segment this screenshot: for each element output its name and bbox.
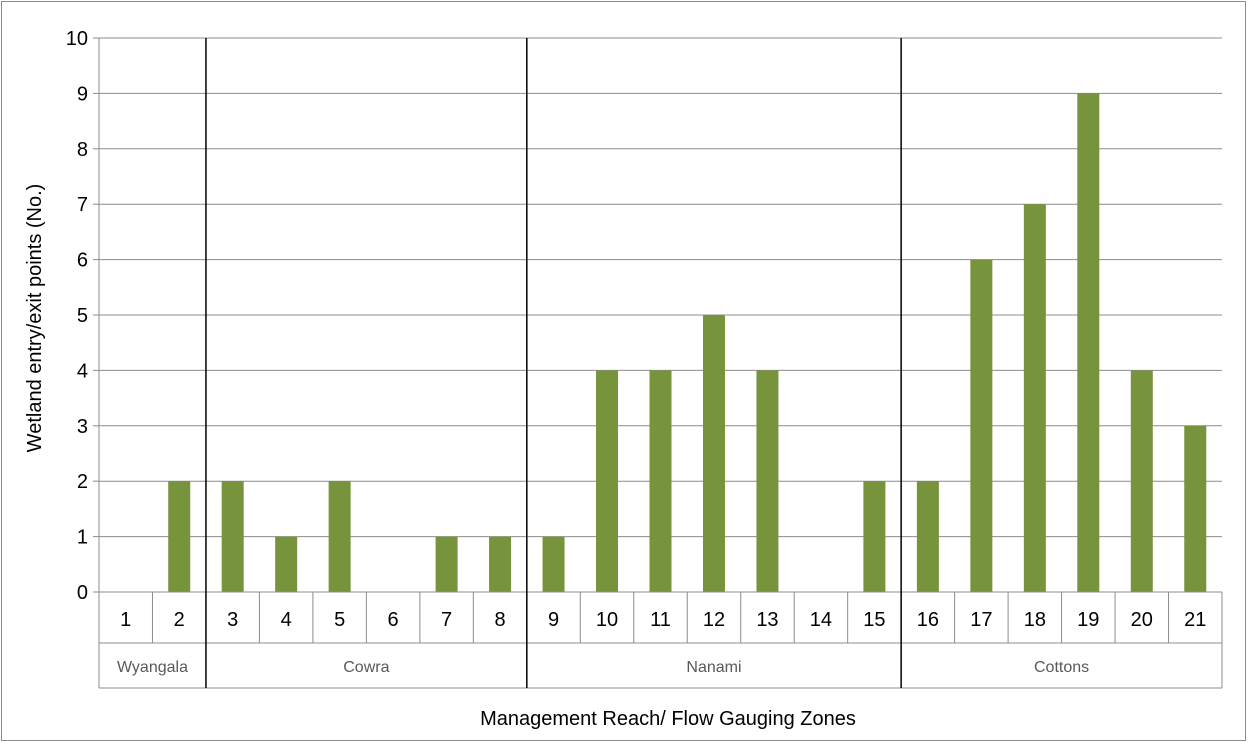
x-tick-label-17: 17: [970, 609, 992, 631]
bar-10: [596, 370, 619, 592]
y-tick-label-8: 8: [77, 139, 88, 161]
x-tick-label-4: 4: [281, 609, 292, 631]
x-tick-label-19: 19: [1077, 609, 1099, 631]
bar-5: [328, 481, 351, 592]
y-tick-label-3: 3: [77, 416, 88, 438]
bar-2: [168, 481, 191, 592]
bar-20: [1130, 370, 1153, 592]
y-tick-label-9: 9: [77, 83, 88, 105]
bar-15: [863, 481, 886, 592]
x-tick-label-16: 16: [917, 609, 939, 631]
bar-18: [1023, 204, 1046, 592]
bar-11: [649, 370, 672, 592]
x-tick-label-10: 10: [596, 609, 618, 631]
group-label-nanami: Nanami: [686, 659, 741, 676]
y-tick-label-7: 7: [77, 194, 88, 216]
bar-12: [702, 315, 725, 592]
group-label-cottons: Cottons: [1034, 659, 1089, 676]
y-axis-title: Wetland entry/exit points (No.): [24, 184, 46, 453]
x-tick-label-13: 13: [756, 609, 778, 631]
bar-21: [1184, 425, 1207, 592]
bar-8: [489, 536, 512, 592]
y-tick-label-1: 1: [77, 527, 88, 549]
x-tick-label-2: 2: [174, 609, 185, 631]
x-tick-label-9: 9: [548, 609, 559, 631]
group-label-cowra: Cowra: [343, 659, 389, 676]
x-tick-label-11: 11: [650, 609, 671, 631]
bar-3: [221, 481, 244, 592]
bar-16: [916, 481, 939, 592]
y-tick-label-2: 2: [77, 471, 88, 493]
axes: [93, 37, 1223, 689]
x-tick-label-1: 1: [120, 609, 131, 631]
group-label-wyangala: Wyangala: [117, 659, 188, 676]
group-labels: Wyangala Cowra Nanami Cottons: [117, 659, 1089, 676]
x-tick-labels: 1 2 3 4 5 6 7 8 9 10 11 12 13 14 15 16 17 18 19 20 21: [120, 609, 1206, 631]
bar-19: [1077, 93, 1100, 593]
x-tick-label-7: 7: [441, 609, 452, 631]
bar-13: [756, 370, 779, 592]
y-tick-label-10: 10: [66, 28, 88, 50]
y-tick-label-4: 4: [77, 360, 88, 382]
bar-4: [275, 536, 298, 592]
y-tick-label-6: 6: [77, 250, 88, 272]
x-tick-label-6: 6: [388, 609, 399, 631]
x-tick-label-12: 12: [703, 609, 725, 631]
y-tick-labels: 0 1 2 3 4 5 6 7 8 9 10: [66, 28, 88, 604]
x-tick-label-15: 15: [863, 609, 885, 631]
x-tick-label-18: 18: [1024, 609, 1046, 631]
bar-7: [435, 536, 458, 592]
x-tick-label-21: 21: [1184, 609, 1206, 631]
y-tick-label-0: 0: [77, 582, 88, 604]
y-tick-label-5: 5: [77, 305, 88, 327]
x-axis-title: Management Reach/ Flow Gauging Zones: [480, 708, 856, 730]
x-tick-label-3: 3: [227, 609, 238, 631]
bar-9: [542, 536, 565, 592]
bar-17: [970, 259, 993, 592]
x-tick-label-5: 5: [334, 609, 345, 631]
x-tick-label-14: 14: [810, 609, 832, 631]
x-tick-label-20: 20: [1131, 609, 1153, 631]
bars: [168, 93, 1207, 593]
x-tick-label-8: 8: [495, 609, 506, 631]
